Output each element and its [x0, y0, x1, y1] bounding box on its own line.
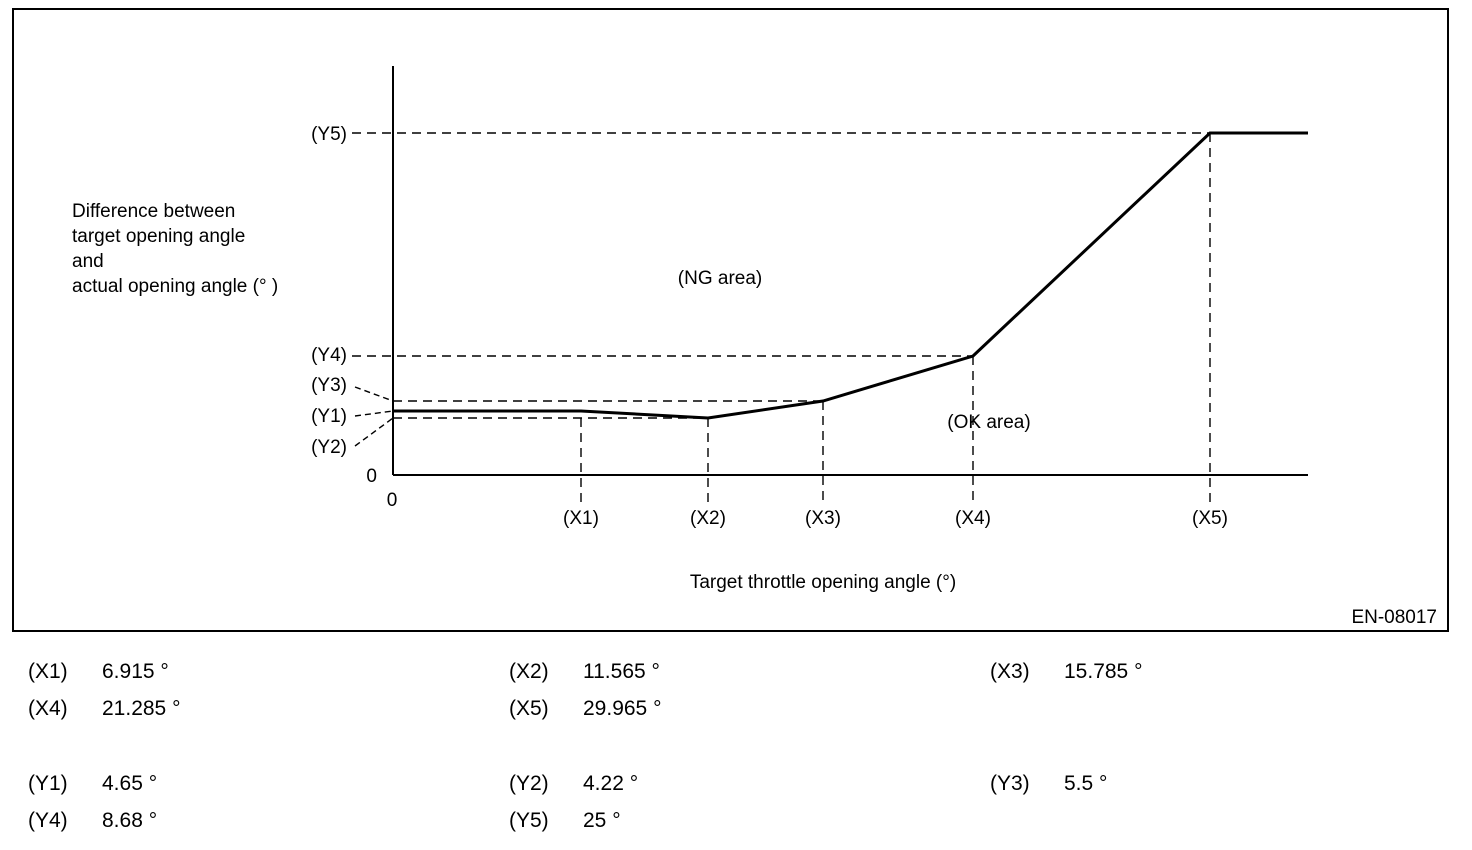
guide-lines — [352, 132, 1211, 505]
y-origin-label: 0 — [366, 466, 377, 487]
x-tick-x2: (X2) — [690, 508, 726, 529]
ng-area-label: (NG area) — [678, 268, 762, 289]
y-tick-y4: (Y4) — [311, 345, 347, 366]
x-tick-x1: (X1) — [563, 508, 599, 529]
y-axis-label-line-3: and — [72, 251, 104, 272]
y-tick-y1: (Y1) — [311, 406, 347, 427]
x-tick-x3: (X3) — [805, 508, 841, 529]
ok-area-label: (OK area) — [947, 412, 1030, 433]
x-tick-x4: (X4) — [955, 508, 991, 529]
y-tick-y3: (Y3) — [311, 375, 347, 396]
y-tick-y2: (Y2) — [311, 437, 347, 458]
tick-leaders — [354, 386, 394, 447]
series-line — [393, 131, 1308, 420]
leader-y3 — [354, 386, 394, 402]
y-tick-y5: (Y5) — [311, 124, 347, 145]
leader-y1 — [354, 410, 394, 417]
y-axis-label-line-4: actual opening angle (° ) — [72, 276, 278, 297]
leader-y2 — [354, 417, 394, 447]
x-tick-x5: (X5) — [1192, 508, 1228, 529]
x-axis-label: Target throttle opening angle (°) — [690, 572, 956, 593]
y-axis-label-line-1: Difference between — [72, 201, 235, 222]
figure-frame — [12, 8, 1449, 632]
x-origin-label: 0 — [387, 490, 398, 511]
figure-code: EN-08017 — [1351, 607, 1437, 628]
y-axis-label-line-2: target opening angle — [72, 226, 245, 247]
